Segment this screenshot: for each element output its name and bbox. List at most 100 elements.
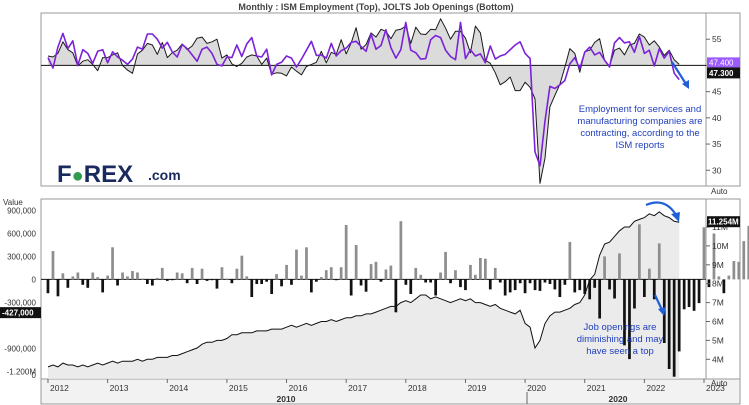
change-bar (573, 279, 577, 293)
annotation-line: have seen a top (586, 346, 654, 357)
change-bar (454, 270, 457, 280)
change-bar (364, 279, 368, 292)
change-bar (697, 279, 701, 304)
jolts-annotation-arrow (654, 294, 663, 311)
change-bar (493, 267, 497, 280)
y-tick-label-2: 45 (712, 87, 722, 97)
change-bar (563, 279, 567, 285)
right-tick-label-6: 5M (712, 335, 724, 345)
bar-y-tick-1: 600,000 (7, 229, 36, 238)
change-bar (324, 270, 328, 280)
bar-y-axis-ticks: 900,000 600,000 300,000 0 -300,000 -900,000 -1… (4, 206, 36, 380)
change-bar (190, 267, 194, 280)
change-bar (101, 279, 105, 293)
change-bar (498, 279, 502, 283)
change-bar (71, 276, 75, 280)
change-bar (399, 221, 403, 280)
x-tick-label-2019: 2019 (467, 383, 486, 393)
change-bar (747, 225, 749, 280)
change-bar (618, 253, 621, 280)
change-bar (275, 274, 278, 280)
change-bar (225, 278, 229, 280)
change-bar (56, 279, 60, 297)
bottom-auto-label: Auto (711, 379, 728, 388)
change-bar (136, 272, 139, 280)
change-bar (369, 264, 373, 280)
change-bar (260, 279, 264, 284)
x-axis-band (40, 378, 741, 405)
x-tick-label-2016: 2016 (289, 383, 308, 393)
change-bar (151, 279, 154, 286)
change-bar (687, 279, 691, 307)
change-bar (424, 279, 428, 283)
x-axis-group-labels: 2010 2020 (277, 392, 628, 404)
right-tick-label-7: 4M (712, 354, 724, 364)
change-bar (349, 279, 353, 296)
annotation-line: contracting, according to the (580, 128, 699, 139)
jolts-annotation: Job openings are diminishing and may have … (577, 322, 664, 357)
top-right-axis-panel (705, 12, 741, 187)
change-bar (523, 279, 527, 294)
change-bar (608, 279, 611, 290)
bar-y-tick-0: 900,000 (7, 206, 36, 215)
x-tick-label-2017: 2017 (348, 383, 367, 393)
last-value-text-black: 47.300 (709, 69, 734, 78)
bottom-last-value-badges: 11.254M -427,000 (0, 216, 740, 319)
change-bar (672, 279, 676, 377)
change-bar (677, 279, 681, 352)
ism-purple-series-line (47, 21, 680, 167)
change-bar (742, 241, 746, 280)
ism-annotation: Employment for services and manufacturing… (577, 104, 702, 151)
change-bar (394, 279, 398, 313)
change-bar (583, 279, 587, 294)
change-bar (409, 279, 413, 294)
change-bar (568, 241, 572, 280)
change-bar (116, 279, 119, 286)
last-value-badge-purple (707, 57, 740, 68)
change-bar (180, 273, 184, 280)
change-bar (295, 249, 298, 280)
change-bar (518, 279, 522, 284)
x-tick-label-2015: 2015 (229, 383, 248, 393)
change-bar (205, 279, 209, 281)
change-bar (389, 265, 393, 280)
jolts-top-arc-arrowhead (671, 212, 680, 222)
change-bar (657, 243, 661, 280)
change-bar (121, 272, 124, 280)
change-bar (558, 279, 562, 297)
change-bar (692, 279, 696, 311)
change-bar (652, 279, 656, 300)
change-bar (439, 272, 442, 280)
x-axis-ticks: 2012 2013 2014 2015 2016 2017 2018 2019 2020 2021… (47, 379, 725, 393)
change-bar (215, 279, 219, 289)
change-bar (280, 279, 283, 287)
change-bar (648, 268, 651, 280)
change-bar (310, 279, 313, 293)
logo-prefix: F (57, 161, 72, 188)
change-bar (667, 279, 671, 369)
right-tick-label-5: 6M (712, 317, 724, 327)
change-bar (722, 279, 726, 294)
change-bar (702, 227, 706, 280)
change-bar (81, 279, 85, 285)
change-bar (727, 275, 731, 280)
annotation-line: diminishing and may (577, 334, 664, 345)
change-bar (449, 279, 452, 284)
forex-logo: F●REX .com (57, 161, 181, 188)
change-bar (46, 279, 50, 294)
change-bar (533, 279, 537, 291)
svg-text:.com: .com (148, 167, 181, 183)
x-tick-label-2020: 2020 (527, 383, 546, 393)
change-bar (712, 233, 716, 280)
value-axis-label: Value (3, 198, 23, 207)
change-bar (146, 279, 149, 284)
change-bar (170, 279, 174, 281)
bar-y-tick-7: 0 (32, 371, 37, 380)
x-tick-label-2023: 2023 (706, 383, 725, 393)
change-bar (220, 267, 224, 280)
bar-y-tick-3: 0 (32, 275, 37, 284)
change-bar (111, 247, 114, 280)
ism-last-value-badges: 47.400 47.300 (707, 57, 740, 79)
change-bar (66, 279, 70, 288)
